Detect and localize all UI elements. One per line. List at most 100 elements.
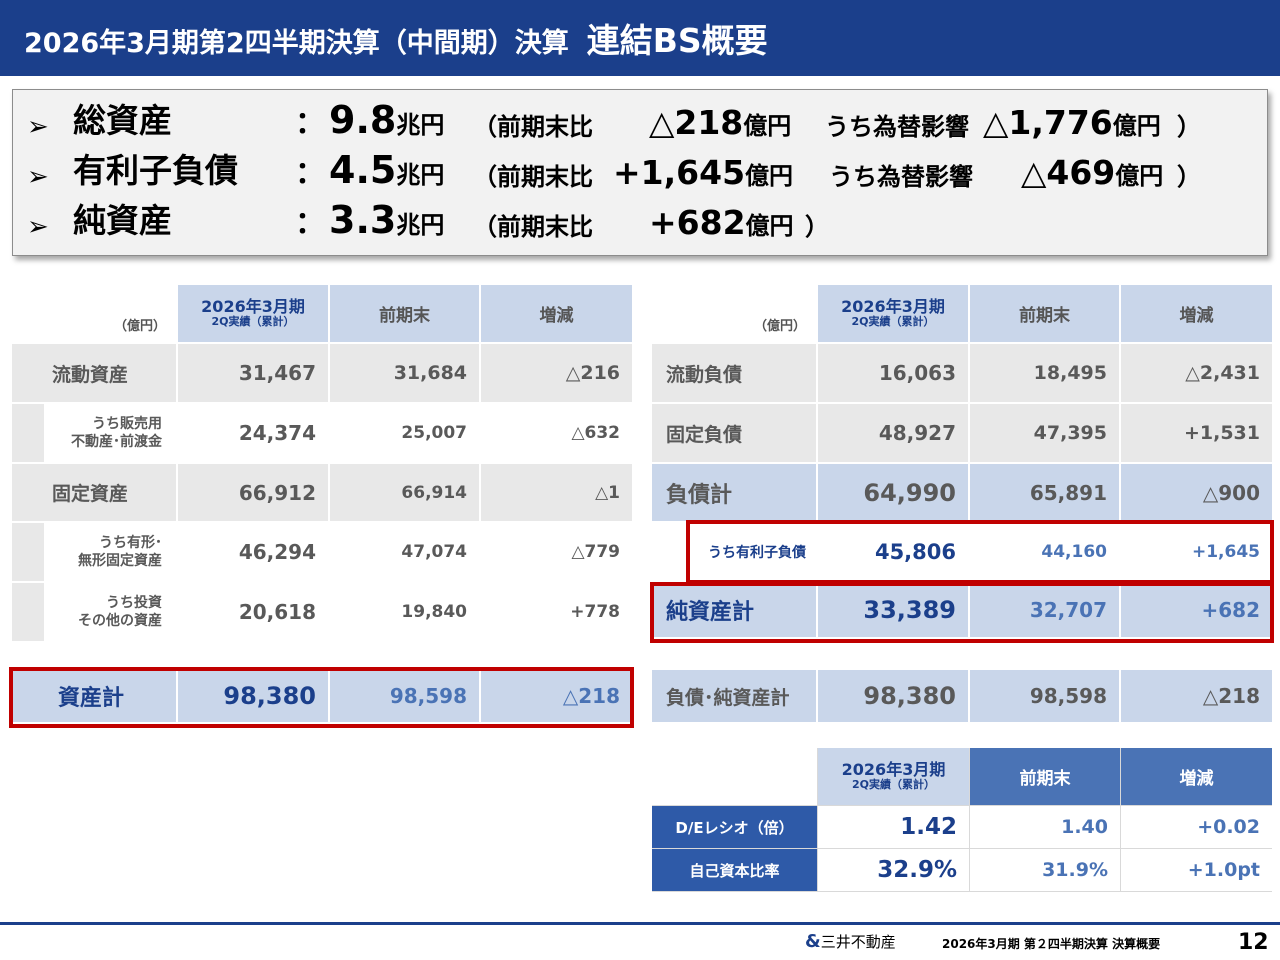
cell-change: △216	[481, 344, 633, 404]
summary-fx-label: うち為替影響	[829, 163, 973, 191]
table-row: 負債計 64,990 65,891 △900	[652, 464, 1272, 523]
table-row: 固定負債 48,927 47,395 +1,531	[652, 404, 1272, 464]
summary-delta: +1,645億円	[613, 153, 794, 192]
cell-current: 16,063	[818, 344, 970, 404]
summary-row-net-assets: ➢ 純資産 ： 3.3兆円 （前期末比 +682億円 ）	[13, 198, 1263, 248]
company-name: 三井不動産	[820, 933, 896, 951]
row-label: 固定負債	[652, 404, 818, 464]
cell-current: 48,927	[818, 404, 970, 464]
column-header-previous: 前期末	[970, 748, 1121, 806]
cell-current: 98,380	[178, 670, 330, 724]
arrow-bullet-icon: ➢	[27, 112, 49, 142]
cell-change: △218	[1121, 670, 1272, 724]
table-row: うち販売用 不動産･前渡金 24,374 25,007 △632	[12, 404, 633, 464]
slide-title: 2026年3月期第2四半期決算（中間期）決算 連結BS概要	[24, 14, 768, 62]
table-row: 流動資産 31,467 31,684 △216	[12, 344, 633, 404]
summary-fx-value: △469億円	[1021, 153, 1164, 192]
cell-current: 24,374	[178, 404, 331, 464]
arrow-bullet-icon: ➢	[27, 212, 49, 242]
unit-label: （億円）	[652, 285, 818, 344]
cell-change: △779	[481, 523, 633, 583]
row-sublabel: うち販売用 不動産･前渡金	[46, 404, 179, 464]
summary-colon: ：	[295, 156, 325, 191]
summary-value: 9.8兆円	[329, 98, 445, 142]
cell-change: +1,531	[1121, 404, 1272, 464]
slide-title-main: 2026年3月期第2四半期決算（中間期）決算	[24, 28, 569, 59]
cell-current: 46,294	[178, 523, 331, 583]
cell-change: +1.0pt	[1121, 849, 1272, 892]
table-row: 純資産計 33,389 32,707 +682	[652, 583, 1272, 639]
cell-change: △1	[481, 464, 633, 523]
row-sublabel-text: うち有形･ 無形固定資産	[78, 534, 163, 569]
cell-change: △632	[481, 404, 633, 464]
cell-previous: 66,914	[330, 464, 482, 523]
cell-current: 32.9%	[818, 849, 970, 892]
summary-label: 有利子負債	[73, 151, 238, 190]
column-header-current: 2026年3月期 2Q実績（累計）	[178, 285, 331, 344]
cell-previous: 47,395	[970, 404, 1121, 464]
highlight-box-total-assets	[9, 667, 634, 728]
row-label: 流動資産	[12, 344, 179, 404]
cell-previous: 19,840	[330, 583, 482, 643]
unit-label: （億円）	[12, 285, 179, 344]
summary-value: 4.5兆円	[329, 148, 445, 192]
cell-previous: 1.40	[970, 806, 1121, 849]
cell-change: +682	[1121, 583, 1272, 639]
slide-header: 2026年3月期第2四半期決算（中間期）決算 連結BS概要	[0, 0, 1280, 76]
header-divider	[0, 76, 1280, 80]
cell-previous: 44,160	[970, 523, 1121, 583]
table-row: D/Eレシオ（倍） 1.42 1.40 +0.02	[652, 806, 1272, 849]
summary-compare-label: （前期末比	[473, 163, 593, 191]
cell-current: 64,990	[818, 464, 970, 523]
cell-previous: 98,598	[330, 670, 481, 724]
column-header-change: 増減	[1121, 748, 1272, 806]
cell-previous: 18,495	[970, 344, 1121, 404]
table-row-total: 資産計 98,380 98,598 △218	[12, 670, 632, 724]
summary-compare-label: （前期末比	[473, 213, 593, 241]
summary-delta: +682億円	[649, 203, 794, 242]
cell-previous: 31,684	[330, 344, 482, 404]
company-logo-mark: &	[805, 931, 821, 952]
column-header-change: 増減	[481, 285, 633, 344]
summary-row-total-assets: ➢ 総資産 ： 9.8兆円 （前期末比 △218億円 うち為替影響 △1,776…	[13, 98, 1263, 148]
table-row: うち投資 その他の資産 20,618 19,840 +778	[12, 583, 633, 643]
row-sublabel: うち投資 その他の資産	[46, 583, 179, 643]
footer-divider	[0, 922, 1280, 925]
liabilities-total-table: 負債･純資産計 98,380 98,598 △218	[652, 670, 1272, 724]
cell-previous: 47,074	[330, 523, 482, 583]
cell-current: 98,380	[818, 670, 970, 724]
row-label: 負債･純資産計	[652, 670, 818, 724]
row-sublabel-text: うち投資 その他の資産	[78, 594, 163, 629]
summary-close: ）	[1177, 163, 1201, 191]
cell-previous: 25,007	[330, 404, 482, 464]
table-row: 自己資本比率 32.9% 31.9% +1.0pt	[652, 849, 1272, 892]
summary-close: ）	[805, 213, 829, 241]
row-label: 資産計	[12, 670, 178, 724]
row-label: 固定資産	[12, 464, 179, 523]
cell-change: △218	[481, 670, 632, 724]
row-sublabel-text: うち販売用 不動産･前渡金	[71, 415, 163, 450]
liabilities-table: （億円） 2026年3月期 2Q実績（累計） 前期末 増減 流動負債 16,063…	[652, 285, 1272, 639]
row-label: D/Eレシオ（倍）	[652, 806, 818, 849]
cell-change: +778	[481, 583, 633, 643]
table-row: うち有形･ 無形固定資産 46,294 47,074 △779	[12, 523, 633, 583]
summary-label: 総資産	[73, 101, 172, 140]
summary-box: ➢ 総資産 ： 9.8兆円 （前期末比 △218億円 うち為替影響 △1,776…	[12, 89, 1268, 256]
column-header-current: 2026年3月期 2Q実績（累計）	[818, 748, 970, 806]
arrow-bullet-icon: ➢	[27, 162, 49, 192]
table-row: 流動負債 16,063 18,495 △2,431	[652, 344, 1272, 404]
summary-label: 純資産	[73, 201, 172, 240]
cell-previous: 31.9%	[970, 849, 1121, 892]
table-row-total: 負債･純資産計 98,380 98,598 △218	[652, 670, 1272, 724]
column-header-previous: 前期末	[330, 285, 482, 344]
cell-change: △2,431	[1121, 344, 1272, 404]
summary-row-interest-bearing-debt: ➢ 有利子負債 ： 4.5兆円 （前期末比 +1,645億円 うち為替影響 △4…	[13, 148, 1263, 198]
row-label: 自己資本比率	[652, 849, 818, 892]
assets-table: （億円） 2026年3月期 2Q実績（累計） 前期末 増減 流動資産 31,467…	[12, 285, 633, 643]
summary-colon: ：	[295, 206, 325, 241]
ratio-table: 2026年3月期 2Q実績（累計） 前期末 増減 D/Eレシオ（倍） 1.42 1…	[652, 748, 1272, 892]
cell-previous: 32,707	[970, 583, 1121, 639]
cell-current: 66,912	[178, 464, 331, 523]
cell-previous: 65,891	[970, 464, 1121, 523]
cell-current: 20,618	[178, 583, 331, 643]
